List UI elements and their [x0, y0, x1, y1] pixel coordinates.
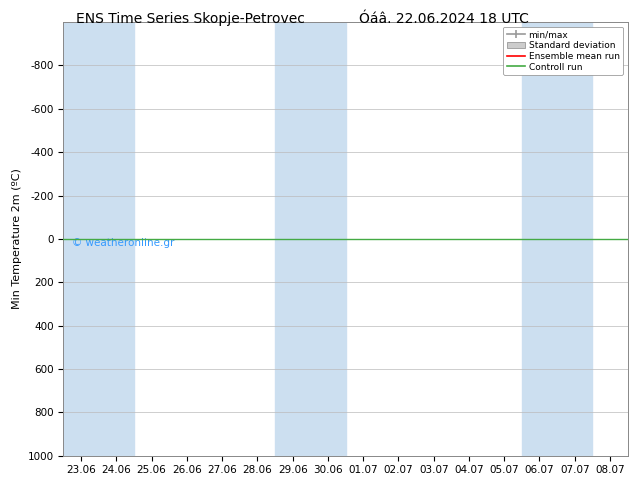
Legend: min/max, Standard deviation, Ensemble mean run, Controll run: min/max, Standard deviation, Ensemble me…: [503, 26, 623, 75]
Text: © weatheronline.gr: © weatheronline.gr: [72, 238, 174, 248]
Text: Óáâ. 22.06.2024 18 UTC: Óáâ. 22.06.2024 18 UTC: [359, 12, 529, 26]
Y-axis label: Min Temperature 2m (ºC): Min Temperature 2m (ºC): [12, 169, 22, 309]
Text: ENS Time Series Skopje-Petrovec: ENS Time Series Skopje-Petrovec: [75, 12, 305, 26]
Bar: [63, 22, 134, 456]
Bar: [275, 22, 346, 456]
Bar: [522, 22, 592, 456]
